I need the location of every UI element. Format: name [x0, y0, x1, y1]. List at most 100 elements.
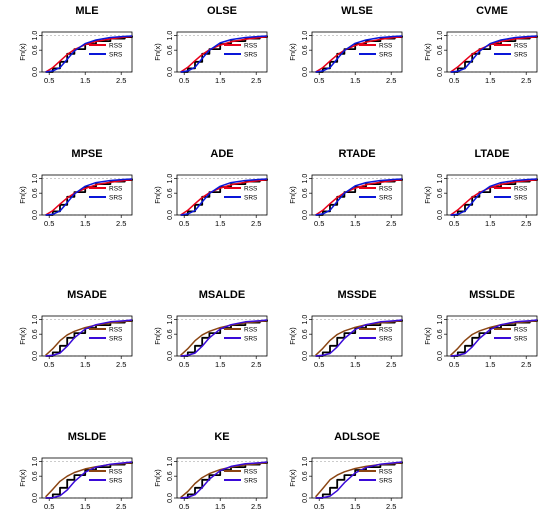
x-tick-label: 0.5	[179, 502, 189, 511]
y-axis-label: Fn(x)	[423, 43, 432, 61]
y-tick-label: 0.6	[302, 329, 309, 339]
legend-label-srs: SRS	[244, 52, 258, 59]
panel-title: MSALDE	[199, 289, 245, 301]
legend-label-rss: RSS	[379, 327, 393, 334]
x-tick-label: 1.5	[80, 502, 90, 511]
legend-label-rss: RSS	[244, 327, 258, 334]
series-line-srs	[45, 178, 133, 216]
plot-frame	[311, 174, 403, 216]
x-tick-label: 2.5	[386, 502, 396, 511]
chart-panel-mle: MLE 0.0 0.6 1.0 0.5 1.5 2.5 Fn(x) RSS SRS	[18, 5, 133, 85]
x-tick-label: 2.5	[251, 76, 261, 85]
x-tick-label: 1.5	[80, 219, 90, 228]
plot-frame	[311, 31, 403, 73]
chart-panel-mslde: MSLDE 0.0 0.6 1.0 0.5 1.5 2.5 Fn(x) RSS SRS	[18, 431, 133, 511]
x-tick-label: 0.5	[44, 360, 54, 369]
y-tick-label: 0.6	[32, 188, 39, 198]
chart-panel-mpse: MPSE 0.0 0.6 1.0 0.5 1.5 2.5 Fn(x) RSS SRS	[18, 148, 133, 228]
x-tick-label: 1.5	[215, 219, 225, 228]
x-tick-label: 2.5	[116, 360, 126, 369]
legend-label-rss: RSS	[244, 469, 258, 476]
series-line-srs	[180, 178, 268, 216]
y-tick-label: 0.0	[302, 493, 309, 503]
panel-title: ADLSOE	[334, 431, 380, 443]
y-tick-label: 1.0	[167, 174, 174, 184]
y-tick-label: 0.0	[32, 210, 39, 220]
panel-title: MSSDE	[337, 289, 376, 301]
y-tick-label: 1.0	[302, 174, 309, 184]
y-tick-label: 1.0	[302, 315, 309, 325]
y-tick-label: 0.0	[32, 351, 39, 361]
legend-label-srs: SRS	[109, 336, 123, 343]
legend-label-srs: SRS	[514, 52, 528, 59]
y-tick-label: 0.6	[167, 188, 174, 198]
y-tick-label: 0.0	[167, 493, 174, 503]
plot-frame	[176, 315, 268, 357]
x-tick-label: 2.5	[521, 360, 531, 369]
legend-label-srs: SRS	[109, 195, 123, 202]
y-axis-label: Fn(x)	[18, 186, 27, 204]
panel-title: MSADE	[67, 289, 107, 301]
y-tick-label: 0.0	[302, 351, 309, 361]
series-line-srs	[315, 319, 403, 357]
series-line-rss	[315, 319, 403, 356]
x-tick-label: 1.5	[485, 360, 495, 369]
y-axis-label: Fn(x)	[423, 186, 432, 204]
y-tick-label: 0.6	[302, 45, 309, 55]
legend-label-rss: RSS	[379, 43, 393, 50]
plot-frame	[176, 174, 268, 216]
y-axis-label: Fn(x)	[288, 327, 297, 345]
x-tick-label: 2.5	[116, 502, 126, 511]
series-line-srs	[45, 35, 133, 73]
x-tick-label: 0.5	[314, 502, 324, 511]
x-tick-label: 1.5	[215, 502, 225, 511]
series-line-srs	[180, 461, 268, 499]
legend-label-rss: RSS	[109, 327, 123, 334]
chart-panel-ltade: LTADE 0.0 0.6 1.0 0.5 1.5 2.5 Fn(x) RSS SRS	[423, 148, 538, 228]
legend-label-rss: RSS	[109, 43, 123, 50]
series-line-rss	[45, 319, 133, 356]
series-line-srs	[45, 461, 133, 499]
x-tick-label: 0.5	[44, 502, 54, 511]
plot-frame	[41, 315, 133, 357]
y-tick-label: 0.6	[32, 471, 39, 481]
legend-label-srs: SRS	[109, 52, 123, 59]
legend-label-rss: RSS	[514, 186, 528, 193]
y-axis-label: Fn(x)	[288, 43, 297, 61]
x-tick-label: 0.5	[179, 360, 189, 369]
x-tick-label: 2.5	[251, 219, 261, 228]
legend-label-srs: SRS	[379, 52, 393, 59]
x-tick-label: 2.5	[116, 219, 126, 228]
x-tick-label: 0.5	[449, 219, 459, 228]
y-axis-label: Fn(x)	[18, 469, 27, 487]
y-axis-label: Fn(x)	[423, 327, 432, 345]
y-tick-label: 0.6	[32, 329, 39, 339]
x-tick-label: 1.5	[350, 360, 360, 369]
y-axis-label: Fn(x)	[18, 327, 27, 345]
panel-title: OLSE	[207, 5, 237, 17]
series-line-srs	[450, 319, 538, 357]
y-tick-label: 1.0	[302, 457, 309, 467]
y-tick-label: 0.0	[167, 210, 174, 220]
series-line-rss	[450, 319, 538, 356]
y-tick-label: 1.0	[32, 457, 39, 467]
chart-panel-msslde: MSSLDE 0.0 0.6 1.0 0.5 1.5 2.5 Fn(x) RSS SRS	[423, 289, 538, 369]
legend-label-rss: RSS	[514, 43, 528, 50]
legend-label-srs: SRS	[244, 478, 258, 485]
legend-label-srs: SRS	[379, 195, 393, 202]
x-tick-label: 1.5	[350, 219, 360, 228]
y-tick-label: 1.0	[302, 31, 309, 41]
legend-label-srs: SRS	[514, 336, 528, 343]
series-line-srs	[315, 178, 403, 216]
y-tick-label: 1.0	[32, 174, 39, 184]
plot-frame	[446, 31, 538, 73]
panel-title: MLE	[75, 5, 98, 17]
x-tick-label: 0.5	[44, 219, 54, 228]
plot-frame	[41, 174, 133, 216]
panel-title: MSLDE	[68, 431, 107, 443]
panel-title: WLSE	[341, 5, 373, 17]
y-tick-label: 1.0	[437, 174, 444, 184]
y-axis-label: Fn(x)	[153, 186, 162, 204]
panel-title: ADE	[210, 148, 233, 160]
x-tick-label: 1.5	[485, 76, 495, 85]
